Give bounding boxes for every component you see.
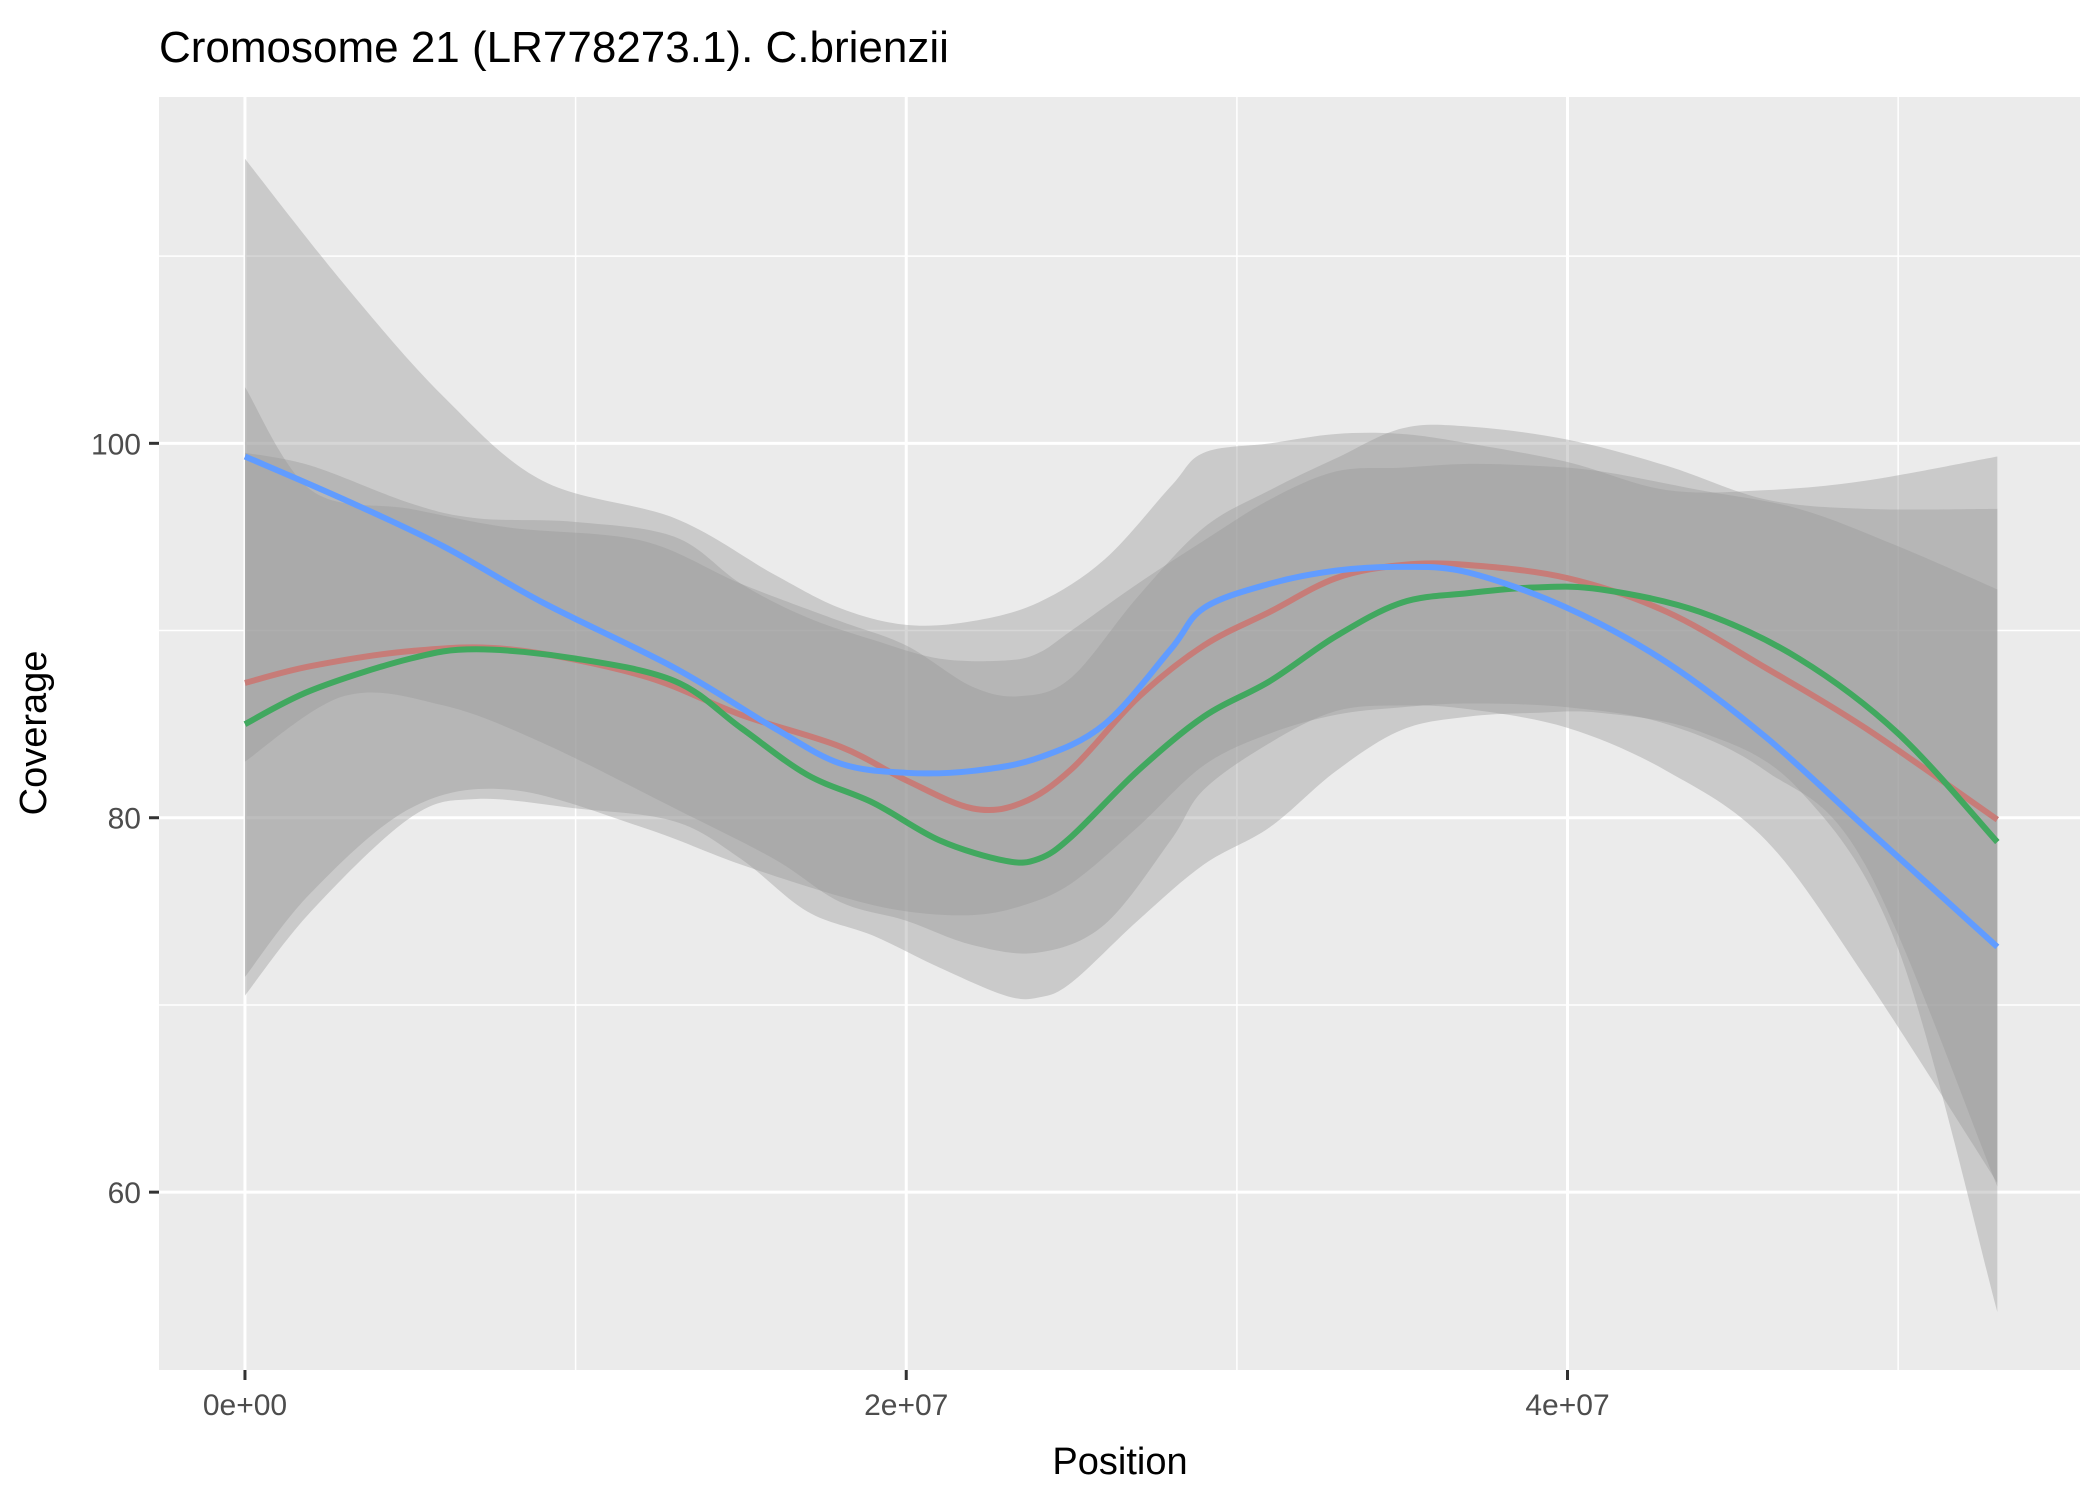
- x-axis: 0e+00 2e+07 4e+07: [203, 1370, 1610, 1422]
- smooth-lines: [243, 453, 2000, 950]
- confidence-ribbon-2: [244, 452, 1998, 1312]
- y-axis: 60 80 100: [91, 428, 159, 1210]
- x-tick-label: 4e+07: [1525, 1389, 1609, 1422]
- confidence-ribbon-3: [244, 158, 1998, 1183]
- x-axis-title: Position: [1052, 1441, 1187, 1483]
- x-tick-label: 2e+07: [864, 1389, 948, 1422]
- y-tick-label: 60: [108, 1177, 141, 1210]
- series-line-2: [243, 583, 2000, 866]
- y-tick-label: 100: [91, 428, 141, 461]
- series-line-3: [243, 453, 2000, 950]
- y-tick-label: 80: [108, 803, 141, 836]
- major-grid: [159, 97, 2080, 1370]
- y-axis-title: Coverage: [13, 651, 55, 816]
- chart-title: Cromosome 21 (LR778273.1). C.brienzii: [159, 23, 949, 72]
- x-tick-label: 0e+00: [203, 1389, 287, 1422]
